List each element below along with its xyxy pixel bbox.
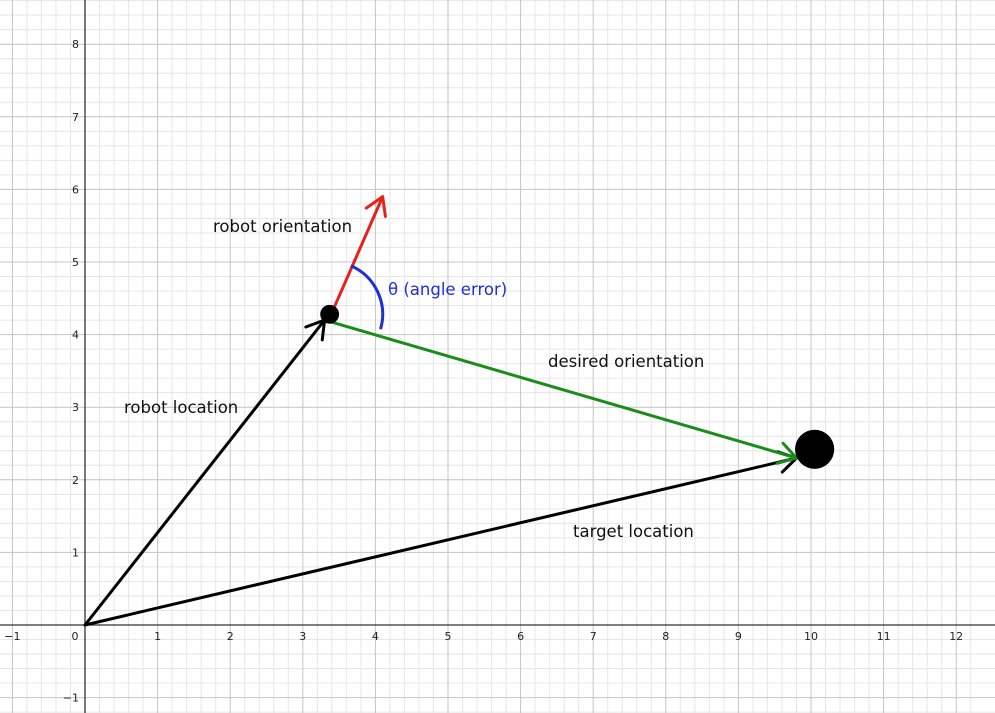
angle-error-arc (350, 264, 385, 330)
angle-error-label: θ (angle error) (388, 280, 507, 299)
target-location-label: target location (573, 522, 694, 541)
y-tick-label: 5 (72, 256, 79, 269)
robot-point (320, 304, 340, 324)
x-tick-label: 0 (72, 630, 79, 643)
x-tick-label: 8 (662, 630, 669, 643)
x-tick-label: 1 (154, 630, 161, 643)
x-tick-label: 9 (735, 630, 742, 643)
y-tick-label: 1 (72, 546, 79, 559)
desired-orientation-vector (323, 318, 798, 460)
desired-orientation-label: desired orientation (548, 352, 704, 371)
x-tick-label: 3 (299, 630, 306, 643)
y-tick-label: 7 (72, 111, 79, 124)
robot-orientation-label: robot orientation (213, 217, 352, 236)
x-tick-label: 5 (445, 630, 452, 643)
robot-location-label: robot location (124, 398, 238, 417)
x-tick-label: 4 (372, 630, 379, 643)
robot-orientation-arrowhead (364, 195, 387, 218)
x-tick-label: 6 (517, 630, 524, 643)
desired-orientation-arrowhead (775, 441, 798, 465)
target-point (795, 429, 835, 469)
target-location-vector (83, 456, 798, 627)
y-tick-label: 8 (72, 38, 79, 51)
y-tick-label: 3 (72, 401, 79, 414)
x-tick-label: 12 (949, 630, 963, 643)
x-tick-label: 10 (804, 630, 818, 643)
y-tick-label: 4 (72, 329, 79, 342)
x-tick-label: 2 (227, 630, 234, 643)
y-tick-label: 2 (72, 474, 79, 487)
robot-location-vector (83, 318, 327, 627)
y-tick-label: 6 (72, 183, 79, 196)
x-tick-label: −1 (4, 630, 20, 643)
vectors (83, 195, 835, 627)
x-tick-label: 11 (877, 630, 891, 643)
robot-orientation-vector (330, 195, 385, 315)
x-tick-label: 7 (590, 630, 597, 643)
y-tick-label: −1 (63, 692, 79, 705)
